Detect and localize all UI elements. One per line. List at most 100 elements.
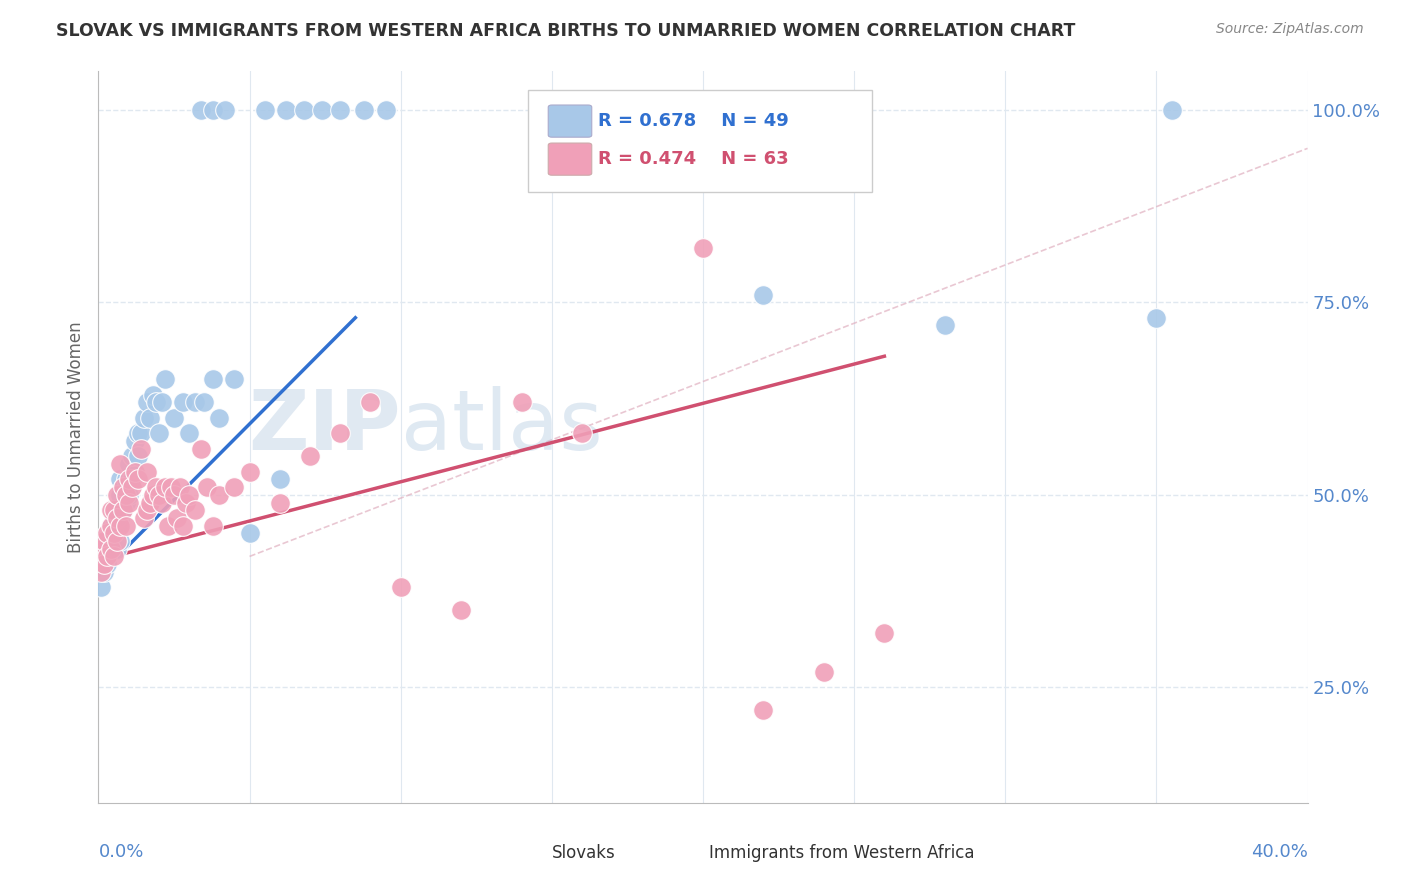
Point	[752, 287, 775, 301]
Text: ZIP: ZIP	[249, 385, 401, 467]
Text: R = 0.474    N = 63: R = 0.474 N = 63	[598, 150, 789, 168]
Text: Immigrants from Western Africa: Immigrants from Western Africa	[709, 844, 974, 862]
Text: 40.0%: 40.0%	[1251, 843, 1308, 861]
Point	[100, 518, 122, 533]
Point	[108, 511, 131, 525]
Point	[450, 603, 472, 617]
Point	[239, 465, 262, 479]
Point	[93, 534, 115, 549]
Point	[93, 549, 115, 564]
Point	[174, 495, 197, 509]
Point	[145, 480, 167, 494]
Point	[195, 480, 218, 494]
Point	[148, 488, 170, 502]
Point	[214, 103, 236, 117]
Point	[311, 103, 333, 117]
Point	[145, 395, 167, 409]
Point	[150, 495, 173, 509]
Point	[114, 488, 136, 502]
Point	[873, 626, 896, 640]
Point	[269, 472, 291, 486]
Point	[510, 395, 533, 409]
Point	[190, 103, 212, 117]
Point	[752, 703, 775, 717]
Y-axis label: Births to Unmarried Women: Births to Unmarried Women	[66, 321, 84, 553]
Text: 0.0%: 0.0%	[98, 843, 143, 861]
Point	[142, 488, 165, 502]
Point	[108, 472, 131, 486]
Point	[813, 665, 835, 679]
Text: SLOVAK VS IMMIGRANTS FROM WESTERN AFRICA BIRTHS TO UNMARRIED WOMEN CORRELATION C: SLOVAK VS IMMIGRANTS FROM WESTERN AFRICA…	[56, 22, 1076, 40]
Point	[172, 395, 194, 409]
Point	[90, 541, 112, 556]
Point	[111, 480, 134, 494]
Point	[114, 472, 136, 486]
Point	[108, 488, 131, 502]
Text: atlas: atlas	[401, 385, 602, 467]
Point	[329, 426, 352, 441]
Point	[142, 388, 165, 402]
Point	[389, 580, 412, 594]
FancyBboxPatch shape	[664, 841, 704, 864]
Point	[114, 495, 136, 509]
Point	[135, 465, 157, 479]
Point	[118, 488, 141, 502]
Point	[105, 534, 128, 549]
Point	[163, 488, 186, 502]
Point	[118, 472, 141, 486]
Point	[1144, 310, 1167, 325]
Point	[96, 557, 118, 571]
Point	[353, 103, 375, 117]
Point	[111, 503, 134, 517]
Point	[127, 426, 149, 441]
Point	[103, 503, 125, 517]
Point	[208, 488, 231, 502]
FancyBboxPatch shape	[527, 90, 872, 192]
Point	[239, 526, 262, 541]
Point	[274, 103, 297, 117]
Point	[127, 472, 149, 486]
Point	[934, 318, 956, 333]
FancyBboxPatch shape	[548, 105, 592, 137]
Point	[269, 495, 291, 509]
Point	[93, 557, 115, 571]
Point	[153, 480, 176, 494]
Point	[253, 103, 276, 117]
Point	[139, 495, 162, 509]
Point	[90, 565, 112, 579]
Point	[96, 534, 118, 549]
Point	[129, 442, 152, 456]
Point	[127, 450, 149, 464]
Point	[96, 526, 118, 541]
Point	[100, 541, 122, 556]
Point	[166, 511, 188, 525]
Point	[172, 518, 194, 533]
Point	[108, 518, 131, 533]
Point	[292, 103, 315, 117]
Point	[329, 103, 352, 117]
Point	[202, 518, 225, 533]
Point	[129, 426, 152, 441]
Point	[103, 534, 125, 549]
Point	[100, 541, 122, 556]
Point	[100, 503, 122, 517]
Point	[360, 395, 382, 409]
Point	[224, 372, 246, 386]
Text: R = 0.678    N = 49: R = 0.678 N = 49	[598, 112, 789, 130]
Point	[105, 518, 128, 533]
Point	[374, 103, 396, 117]
Point	[193, 395, 215, 409]
Point	[139, 410, 162, 425]
Point	[108, 534, 131, 549]
Point	[118, 457, 141, 471]
Point	[114, 518, 136, 533]
Point	[105, 488, 128, 502]
Point	[105, 503, 128, 517]
Point	[103, 526, 125, 541]
Text: Slovaks: Slovaks	[551, 844, 616, 862]
Point	[111, 480, 134, 494]
Point	[692, 242, 714, 256]
FancyBboxPatch shape	[506, 841, 547, 864]
Point	[179, 488, 201, 502]
Point	[121, 450, 143, 464]
